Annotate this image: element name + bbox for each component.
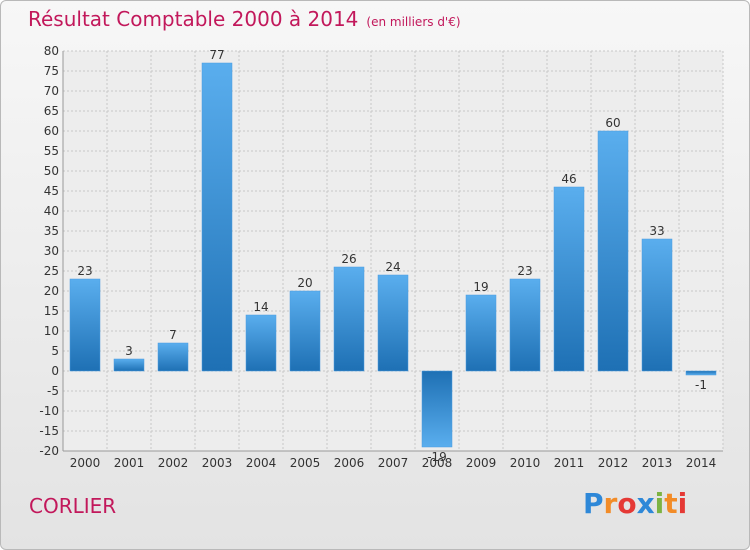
x-tick-label: 2010 <box>510 456 541 470</box>
y-tick-label: 25 <box>44 264 59 278</box>
data-label: 24 <box>385 260 400 274</box>
bar-2003 <box>201 62 233 372</box>
x-tick-label: 2014 <box>686 456 717 470</box>
x-tick-label: 2013 <box>642 456 673 470</box>
y-tick-label: 55 <box>44 144 59 158</box>
x-tick-label: 2004 <box>246 456 277 470</box>
data-label: 23 <box>77 264 92 278</box>
bar-2011 <box>553 186 585 372</box>
bar-2007 <box>377 274 409 372</box>
logo-letter: r <box>603 487 618 520</box>
commune-name: CORLIER <box>29 494 117 518</box>
x-tick-label: 2006 <box>334 456 365 470</box>
labels: 80757065605550454035302520151050-5-10-15… <box>39 44 716 470</box>
data-label: 3 <box>125 344 133 358</box>
y-tick-label: -15 <box>39 424 59 438</box>
logo-letter: P <box>583 487 604 520</box>
data-label: 60 <box>605 116 620 130</box>
bar-2012 <box>597 130 629 372</box>
bars <box>69 62 717 448</box>
y-tick-label: 30 <box>44 244 59 258</box>
x-tick-label: 2009 <box>466 456 497 470</box>
y-tick-label: 15 <box>44 304 59 318</box>
data-label: 7 <box>169 328 177 342</box>
logo-letter: i <box>677 487 688 520</box>
y-tick-label: -20 <box>39 444 59 458</box>
data-label: 26 <box>341 252 356 266</box>
x-tick-label: 2000 <box>70 456 101 470</box>
y-tick-label: 50 <box>44 164 59 178</box>
data-label: 46 <box>561 172 576 186</box>
y-tick-label: 65 <box>44 104 59 118</box>
bar-2006 <box>333 266 365 372</box>
logo-letter: o <box>617 487 637 520</box>
y-tick-label: 40 <box>44 204 59 218</box>
logo-letter: i <box>654 487 665 520</box>
grid <box>62 50 724 452</box>
y-tick-label: 60 <box>44 124 59 138</box>
y-tick-label: 10 <box>44 324 59 338</box>
y-tick-label: 35 <box>44 224 59 238</box>
bar-2014 <box>685 370 717 376</box>
x-tick-label: 2002 <box>158 456 189 470</box>
bar-2009 <box>465 294 497 372</box>
bar-2008 <box>421 370 453 448</box>
data-label: -1 <box>695 378 707 392</box>
data-label: 19 <box>473 280 488 294</box>
x-tick-label: 2008 <box>422 456 453 470</box>
y-tick-label: 70 <box>44 84 59 98</box>
y-tick-label: -5 <box>47 384 59 398</box>
x-tick-label: 2007 <box>378 456 409 470</box>
y-tick-label: -10 <box>39 404 59 418</box>
data-label: 14 <box>253 300 268 314</box>
chart-title-text: Résultat Comptable 2000 à 2014 <box>28 7 359 31</box>
chart-unit: (en milliers d'€) <box>366 15 461 29</box>
x-tick-label: 2001 <box>114 456 145 470</box>
y-tick-label: 5 <box>51 344 59 358</box>
bar-2000 <box>69 278 101 372</box>
data-label: 77 <box>209 48 224 62</box>
data-label: 20 <box>297 276 312 290</box>
y-tick-label: 20 <box>44 284 59 298</box>
data-label: -19 <box>427 450 447 464</box>
logo-letter: x <box>636 487 655 520</box>
x-tick-label: 2011 <box>554 456 585 470</box>
x-tick-label: 2003 <box>202 456 233 470</box>
bar-2001 <box>113 358 145 372</box>
bar-2004 <box>245 314 277 372</box>
bar-2002 <box>157 342 189 372</box>
y-tick-label: 80 <box>44 44 59 58</box>
data-label: 33 <box>649 224 664 238</box>
bar-2013 <box>641 238 673 372</box>
proxiti-logo: Proxiti <box>583 487 687 520</box>
x-tick-label: 2012 <box>598 456 629 470</box>
y-tick-label: 0 <box>51 364 59 378</box>
y-tick-label: 75 <box>44 64 59 78</box>
x-tick-label: 2005 <box>290 456 321 470</box>
bar-2010 <box>509 278 541 372</box>
bar-2005 <box>289 290 321 372</box>
logo-letter: t <box>664 487 678 520</box>
y-tick-label: 45 <box>44 184 59 198</box>
data-label: 23 <box>517 264 532 278</box>
chart-title: Résultat Comptable 2000 à 2014 (en millie… <box>28 7 461 31</box>
